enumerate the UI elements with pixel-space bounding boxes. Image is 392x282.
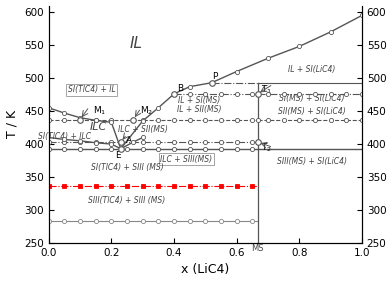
Text: SIII(MS) + SI(LiC4): SIII(MS) + SI(LiC4) xyxy=(277,157,347,166)
Text: IL + SII(MS): IL + SII(MS) xyxy=(177,105,221,114)
Text: SI(MS) + SI(LiC4): SI(MS) + SI(LiC4) xyxy=(279,94,345,103)
Text: A: A xyxy=(125,136,132,145)
Text: SIII(TlC4) + SIII (MS): SIII(TlC4) + SIII (MS) xyxy=(88,197,166,206)
Y-axis label: T / K: T / K xyxy=(5,110,18,138)
Text: MS: MS xyxy=(251,244,264,253)
Text: SII(MS) + SI(LiC4): SII(MS) + SI(LiC4) xyxy=(278,107,346,116)
Text: ILC + SII(MS): ILC + SII(MS) xyxy=(118,125,168,134)
Text: T$_2$: T$_2$ xyxy=(261,141,272,153)
Text: SI(TlC4) + SIII (MS): SI(TlC4) + SIII (MS) xyxy=(91,164,163,173)
Text: ILC + SIII(MS): ILC + SIII(MS) xyxy=(160,155,212,164)
Text: M$_1$: M$_1$ xyxy=(93,104,106,116)
Text: IL: IL xyxy=(130,36,143,51)
Text: P: P xyxy=(212,72,217,81)
Text: B: B xyxy=(177,84,183,93)
Text: SI(TlC4) + ILC: SI(TlC4) + ILC xyxy=(38,132,91,141)
Text: T$_1$: T$_1$ xyxy=(261,84,272,96)
Text: IL + SI(LiC4): IL + SI(LiC4) xyxy=(288,65,336,74)
Text: ILC: ILC xyxy=(90,122,107,132)
Text: E: E xyxy=(115,151,120,160)
Text: SI(TlC4) + IL: SI(TlC4) + IL xyxy=(67,85,115,94)
Text: M$_2$: M$_2$ xyxy=(140,104,153,116)
Text: IL + SI(MS): IL + SI(MS) xyxy=(178,96,220,105)
X-axis label: x (LiC4): x (LiC4) xyxy=(181,263,229,276)
